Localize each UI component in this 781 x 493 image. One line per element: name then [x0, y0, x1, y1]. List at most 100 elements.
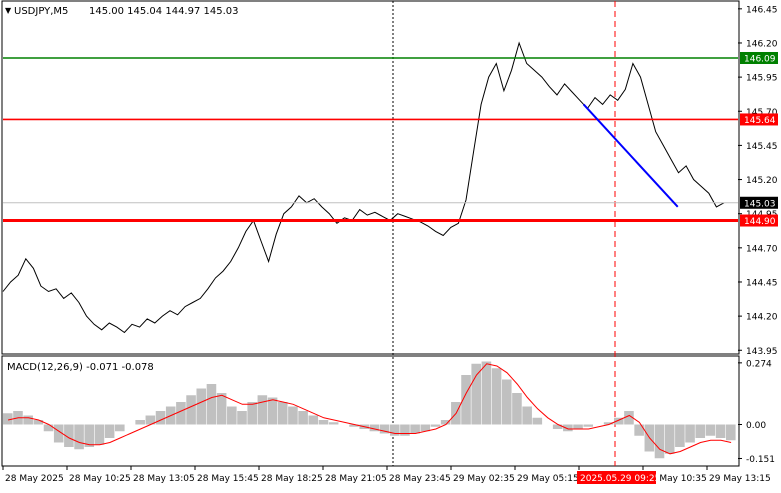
macd-histogram-bar — [461, 375, 471, 425]
time-axis-tick-label: 29 May 02:35 — [453, 474, 515, 484]
macd-histogram-bar — [512, 393, 522, 425]
macd-histogram-bar — [410, 424, 420, 434]
macd-histogram-bar — [675, 424, 685, 447]
macd-histogram-bar — [277, 402, 288, 425]
macd-histogram-bar — [328, 422, 339, 425]
macd-histogram-bar — [624, 411, 634, 425]
macd-histogram-bar — [267, 397, 278, 425]
price-axis-tick-label: 144.70 — [746, 244, 778, 254]
price-axis-tick-label: 145.70 — [746, 108, 778, 118]
macd-histogram-bar — [715, 424, 726, 438]
level-label-text: 144.90 — [744, 217, 776, 227]
macd-histogram-bar — [115, 424, 125, 432]
macd-histogram-bar — [613, 417, 624, 425]
macd-pane-frame — [1, 355, 740, 467]
price-layer — [2, 41, 738, 334]
macd-histogram-bar — [247, 402, 257, 425]
macd-histogram-bar — [74, 424, 84, 450]
macd-histogram-bar — [634, 424, 644, 436]
macd-histogram-bar — [563, 424, 573, 432]
level-label-text: 145.64 — [744, 116, 776, 126]
macd-histogram-bar — [135, 420, 145, 425]
price-pane-frame — [1, 0, 740, 355]
macd-histogram-bar — [298, 411, 308, 425]
level-label-box — [740, 51, 778, 64]
macd-histogram-bar — [522, 406, 532, 425]
time-axis-tick-label: 28 May 18:25 — [261, 474, 323, 484]
current-price-label: 145.03 — [744, 199, 776, 209]
macd-histogram-bar — [23, 415, 33, 425]
macd-histogram-bar — [288, 406, 298, 425]
macd-histogram-bar — [471, 363, 482, 425]
macd-histogram-bar — [206, 384, 217, 425]
time-axis-tick-label: 28 May 2025 — [5, 474, 64, 484]
macd-axis-tick-label: -0.151 — [746, 455, 775, 465]
macd-histogram-bar — [379, 424, 390, 434]
macd-axis-tick-label: 0.00 — [746, 421, 766, 431]
price-axis-tick-label: 145.95 — [746, 74, 778, 84]
macd-histogram-bar — [695, 424, 706, 438]
trendline[interactable] — [582, 103, 679, 208]
time-axis-tick-label: 29 May 05:15 — [517, 474, 579, 484]
macd-histogram-bar — [308, 415, 319, 425]
macd-histogram-bar — [420, 424, 431, 432]
time-axis-tick-label: 29 May 13:15 — [709, 474, 771, 484]
price-axis-tick-label: 146.45 — [746, 5, 778, 15]
macd-label: MACD(12,26,9) -0.071 -0.078 — [7, 362, 154, 373]
macd-histogram-bar — [603, 422, 614, 425]
symbol-label: USDJPY,M5 — [14, 6, 68, 17]
macd-histogram-bar — [491, 368, 502, 425]
price-axis-tick-label: 145.45 — [746, 142, 778, 152]
macd-histogram-bar — [654, 424, 665, 459]
time-axis-tick-label: 29 May 10:35 — [645, 474, 707, 484]
macd-histogram-bar — [196, 388, 207, 425]
macd-histogram-bar — [664, 424, 675, 454]
macd-signal-line — [7, 363, 732, 455]
time-axis-tick-label: 28 May 23:45 — [389, 474, 451, 484]
time-highlight-box — [577, 471, 656, 484]
time-axis-tick-label: 28 May 10:25 — [69, 474, 131, 484]
macd-histogram-bar — [552, 424, 563, 429]
current-price-box — [740, 196, 778, 209]
macd-histogram-bar — [33, 420, 44, 425]
macd-histogram-bar — [481, 361, 492, 425]
axis-layer: 146.45 146.20 145.95 145.70 145.45 145.20 144.… — [2, 5, 778, 484]
price-series-line — [2, 41, 725, 334]
macd-histogram-bar — [726, 424, 736, 441]
macd-histogram-bar — [227, 406, 237, 425]
macd-histogram-bar — [186, 395, 196, 425]
time-axis-tick-label: 28 May 21:05 — [325, 474, 387, 484]
macd-histogram-bar — [440, 420, 451, 425]
price-axis-tick-label: 146.20 — [746, 39, 778, 49]
time-highlight-label: 2025.05.29 09:25 — [580, 474, 660, 484]
macd-histogram-bar — [430, 424, 441, 427]
macd-histogram-bar — [155, 411, 166, 425]
time-axis-tick-label: 28 May 13:05 — [133, 474, 195, 484]
macd-histogram-bar — [573, 424, 583, 429]
macd-histogram-bar — [400, 424, 410, 436]
price-axis-tick-label: 145.20 — [746, 176, 778, 186]
header-arrow-icon[interactable]: ▼ — [5, 6, 12, 15]
macd-axis-tick-label: 0.274 — [746, 359, 772, 369]
macd-histogram-bar — [43, 424, 54, 432]
level-label-box — [740, 113, 778, 126]
macd-histogram-bar — [501, 379, 512, 425]
macd-histogram-bar — [369, 424, 380, 432]
macd-histogram-bar — [318, 420, 329, 425]
time-axis-tick-label: 28 May 15:45 — [197, 474, 259, 484]
macd-histogram-bar — [64, 424, 74, 447]
macd-histogram-bar — [3, 413, 13, 425]
macd-histogram-bar — [176, 402, 186, 425]
ohlc-label: 145.00 145.04 144.97 145.03 — [89, 6, 239, 17]
macd-histogram-bar — [237, 411, 247, 425]
macd-histogram-bar — [532, 417, 543, 425]
macd-histogram-bar — [84, 424, 95, 447]
price-axis-tick-label: 144.45 — [746, 278, 778, 288]
price-axis-tick-label: 144.20 — [746, 313, 778, 323]
level-label-text: 146.09 — [744, 54, 776, 64]
macd-histogram-bar — [583, 424, 594, 427]
macd-histogram-bar — [145, 415, 156, 425]
level-label-box — [740, 214, 778, 227]
